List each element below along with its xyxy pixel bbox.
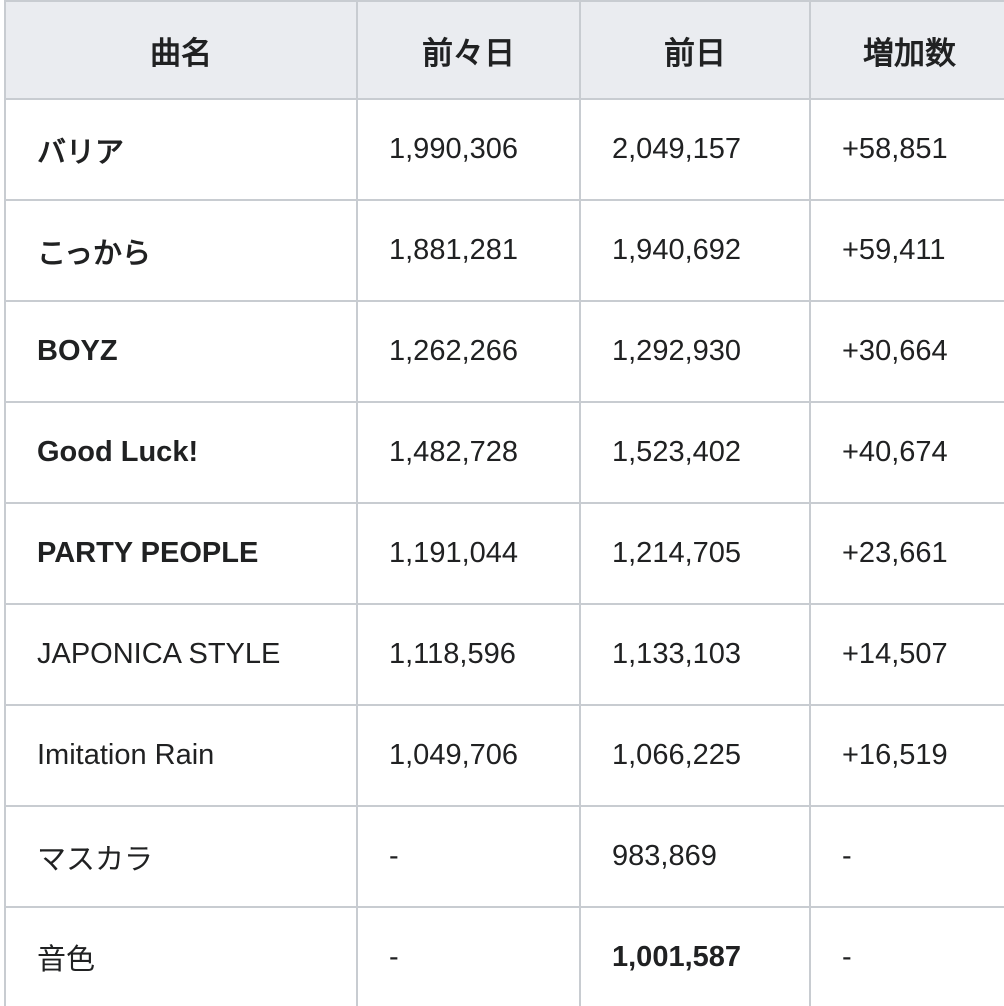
increase-cell: +58,851: [809, 98, 1004, 201]
previous-day-cell: 1,940,692: [579, 199, 811, 302]
two-days-ago-cell: 1,990,306: [356, 98, 581, 201]
increase-cell: +23,661: [809, 502, 1004, 605]
song-title-cell: 音色: [4, 906, 358, 1006]
increase-cell: -: [809, 906, 1004, 1006]
table-row: こっから 1,881,281 1,940,692 +59,411: [4, 199, 1004, 302]
increase-cell: -: [809, 805, 1004, 908]
song-title-cell: Imitation Rain: [4, 704, 358, 807]
previous-day-cell: 1,214,705: [579, 502, 811, 605]
previous-day-cell: 983,869: [579, 805, 811, 908]
table-row: PARTY PEOPLE 1,191,044 1,214,705 +23,661: [4, 502, 1004, 605]
song-title-cell: JAPONICA STYLE: [4, 603, 358, 706]
header-song-title: 曲名: [4, 0, 358, 100]
increase-cell: +14,507: [809, 603, 1004, 706]
previous-day-cell: 1,001,587: [579, 906, 811, 1006]
table-row: バリア 1,990,306 2,049,157 +58,851: [4, 98, 1004, 201]
header-increase: 増加数: [809, 0, 1004, 100]
increase-cell: +40,674: [809, 401, 1004, 504]
song-title-cell: BOYZ: [4, 300, 358, 403]
table-row: BOYZ 1,262,266 1,292,930 +30,664: [4, 300, 1004, 403]
song-title-cell: PARTY PEOPLE: [4, 502, 358, 605]
song-title-cell: こっから: [4, 199, 358, 302]
header-two-days-ago: 前々日: [356, 0, 581, 100]
streaming-count-table: 曲名 前々日 前日 増加数 バリア 1,990,306 2,049,157 +5…: [4, 0, 1004, 1006]
two-days-ago-cell: 1,262,266: [356, 300, 581, 403]
song-title-cell: バリア: [4, 98, 358, 201]
two-days-ago-cell: -: [356, 805, 581, 908]
two-days-ago-cell: 1,118,596: [356, 603, 581, 706]
table-body: バリア 1,990,306 2,049,157 +58,851 こっから 1,8…: [4, 98, 1004, 1006]
two-days-ago-cell: 1,049,706: [356, 704, 581, 807]
header-previous-day: 前日: [579, 0, 811, 100]
previous-day-cell: 1,292,930: [579, 300, 811, 403]
increase-cell: +16,519: [809, 704, 1004, 807]
increase-cell: +30,664: [809, 300, 1004, 403]
song-title-cell: マスカラ: [4, 805, 358, 908]
two-days-ago-cell: 1,881,281: [356, 199, 581, 302]
song-title-cell: Good Luck!: [4, 401, 358, 504]
table-row: JAPONICA STYLE 1,118,596 1,133,103 +14,5…: [4, 603, 1004, 706]
two-days-ago-cell: 1,482,728: [356, 401, 581, 504]
previous-day-cell: 1,133,103: [579, 603, 811, 706]
increase-cell: +59,411: [809, 199, 1004, 302]
table-row: 音色 - 1,001,587 -: [4, 906, 1004, 1006]
previous-day-cell: 1,523,402: [579, 401, 811, 504]
table-header-row: 曲名 前々日 前日 増加数: [4, 0, 1004, 100]
previous-day-cell: 2,049,157: [579, 98, 811, 201]
table-row: Imitation Rain 1,049,706 1,066,225 +16,5…: [4, 704, 1004, 807]
previous-day-cell: 1,066,225: [579, 704, 811, 807]
two-days-ago-cell: -: [356, 906, 581, 1006]
table-row: マスカラ - 983,869 -: [4, 805, 1004, 908]
two-days-ago-cell: 1,191,044: [356, 502, 581, 605]
table-row: Good Luck! 1,482,728 1,523,402 +40,674: [4, 401, 1004, 504]
